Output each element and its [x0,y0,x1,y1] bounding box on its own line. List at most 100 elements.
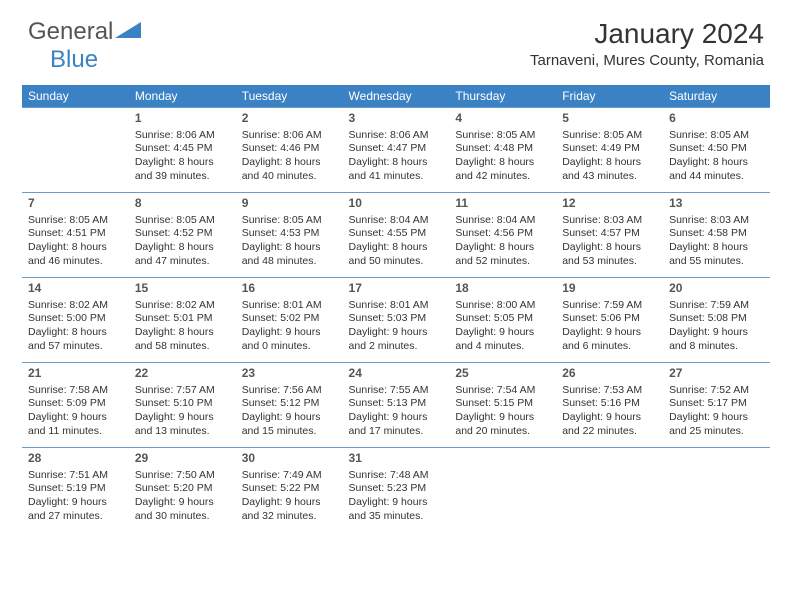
sunset-line: Sunset: 4:50 PM [669,142,764,156]
sunrise-line: Sunrise: 7:54 AM [455,384,550,398]
day-number: 10 [349,196,444,212]
day-number: 26 [562,366,657,382]
sunset-line: Sunset: 4:46 PM [242,142,337,156]
day-number: 1 [135,111,230,127]
sunrise-line: Sunrise: 7:58 AM [28,384,123,398]
day-cell: 31Sunrise: 7:48 AMSunset: 5:23 PMDayligh… [343,448,450,533]
daylight-line: Daylight: 8 hours and 52 minutes. [455,241,550,268]
day-cell: 22Sunrise: 7:57 AMSunset: 5:10 PMDayligh… [129,363,236,448]
daylight-line: Daylight: 9 hours and 13 minutes. [135,411,230,438]
sunset-line: Sunset: 4:45 PM [135,142,230,156]
sunrise-line: Sunrise: 7:59 AM [669,299,764,313]
day-number: 9 [242,196,337,212]
empty-cell [663,448,770,533]
sunrise-line: Sunrise: 7:51 AM [28,469,123,483]
logo-text-general: General [28,18,113,46]
sunset-line: Sunset: 4:55 PM [349,227,444,241]
day-number: 25 [455,366,550,382]
day-number: 3 [349,111,444,127]
sunrise-line: Sunrise: 8:05 AM [562,129,657,143]
calendar-body: 1Sunrise: 8:06 AMSunset: 4:45 PMDaylight… [22,108,770,533]
day-cell: 16 Sunrise: 8:01 AMSunset: 5:02 PMDayligh… [236,278,343,363]
sunrise-line: Sunrise: 8:05 AM [242,214,337,228]
day-cell: 23Sunrise: 7:56 AMSunset: 5:12 PMDayligh… [236,363,343,448]
daylight-line: Daylight: 8 hours and 53 minutes. [562,241,657,268]
day-cell: 14Sunrise: 8:02 AMSunset: 5:00 PMDayligh… [22,278,129,363]
day-number: 16 [242,281,337,297]
sunset-line: Sunset: 5:15 PM [455,397,550,411]
day-number: 12 [562,196,657,212]
daylight-line: Daylight: 9 hours and 17 minutes. [349,411,444,438]
sunrise-line: Sunrise: 7:55 AM [349,384,444,398]
sunset-line: Sunset: 4:51 PM [28,227,123,241]
daylight-line: Daylight: 8 hours and 40 minutes. [242,156,337,183]
daylight-line: Daylight: 8 hours and 46 minutes. [28,241,123,268]
sunrise-line: Sunrise: 8:03 AM [669,214,764,228]
daylight-line: Daylight: 8 hours and 39 minutes. [135,156,230,183]
day-cell: 24Sunrise: 7:55 AMSunset: 5:13 PMDayligh… [343,363,450,448]
daylight-line: Daylight: 9 hours and 35 minutes. [349,496,444,523]
sunset-line: Sunset: 4:57 PM [562,227,657,241]
sunset-line: Sunset: 4:56 PM [455,227,550,241]
sunrise-line: Sunrise: 7:52 AM [669,384,764,398]
sunrise-line: Sunrise: 8:06 AM [135,129,230,143]
logo-text-blue: Blue [50,46,98,73]
sunset-line: Sunset: 5:02 PM [242,312,337,326]
day-cell: 2Sunrise: 8:06 AMSunset: 4:46 PMDaylight… [236,108,343,193]
daylight-line: Daylight: 8 hours and 48 minutes. [242,241,337,268]
day-cell: 3Sunrise: 8:06 AMSunset: 4:47 PMDaylight… [343,108,450,193]
sunrise-line: Sunrise: 7:53 AM [562,384,657,398]
daylight-line: Daylight: 9 hours and 27 minutes. [28,496,123,523]
day-number: 14 [28,281,123,297]
sunrise-line: Sunrise: 8:00 AM [455,299,550,313]
day-number: 27 [669,366,764,382]
sunrise-line: Sunrise: 8:01 AM [349,299,444,313]
sunrise-line: Sunrise: 8:05 AM [455,129,550,143]
sunset-line: Sunset: 5:22 PM [242,482,337,496]
weekday-header: Monday [129,85,236,108]
sunrise-line: Sunrise: 7:56 AM [242,384,337,398]
weekday-header: Thursday [449,85,556,108]
weekday-header: Friday [556,85,663,108]
day-number: 11 [455,196,550,212]
logo-blue-text-row: Blue [50,46,98,74]
day-number: 15 [135,281,230,297]
sunrise-line: Sunrise: 8:05 AM [135,214,230,228]
daylight-line: Daylight: 9 hours and 32 minutes. [242,496,337,523]
sunrise-line: Sunrise: 8:04 AM [349,214,444,228]
calendar-row: 14 Sunrise: 8:02 AMSunset: 5:00 PM Dayligh… [22,278,770,363]
daylight-line: Daylight: 9 hours and 0 minutes. [242,326,337,353]
day-number: 7 [28,196,123,212]
sunrise-line: Sunrise: 8:05 AM [28,214,123,228]
day-number: 5 [562,111,657,127]
sunrise-line: Sunrise: 8:03 AM [562,214,657,228]
sunrise-line: Sunrise: 7:57 AM [135,384,230,398]
day-cell: 27Sunrise: 7:52 AMSunset: 5:17 PMDayligh… [663,363,770,448]
header: General January 2024 Tarnaveni, Mures Co… [0,0,792,77]
calendar-head: SundayMondayTuesdayWednesdayThursdayFrid… [22,85,770,108]
sunrise-line: Sunrise: 8:02 AM [28,299,123,313]
empty-cell [449,448,556,533]
day-number: 4 [455,111,550,127]
weekday-header: Saturday [663,85,770,108]
daylight-line: Daylight: 8 hours and 42 minutes. [455,156,550,183]
day-number: 8 [135,196,230,212]
weekday-header: Tuesday [236,85,343,108]
sunrise-line: Sunrise: 7:59 AM [562,299,657,313]
daylight-line: Daylight: 8 hours and 41 minutes. [349,156,444,183]
day-number: 6 [669,111,764,127]
sunrise-line: Sunrise: 8:01 AM [242,299,337,313]
day-cell: 25Sunrise: 7:54 AMSunset: 5:15 PMDayligh… [449,363,556,448]
day-cell: 11Sunrise: 8:04 AMSunset: 4:56 PMDayligh… [449,193,556,278]
sunrise-line: Sunrise: 7:49 AM [242,469,337,483]
sunset-line: Sunset: 4:53 PM [242,227,337,241]
sunset-line: Sunset: 5:20 PM [135,482,230,496]
daylight-line: Daylight: 9 hours and 6 minutes. [562,326,657,353]
sunset-line: Sunset: 5:13 PM [349,397,444,411]
sunset-line: Sunset: 5:00 PM [28,312,123,326]
sunrise-line: Sunrise: 8:05 AM [669,129,764,143]
day-number: 31 [349,451,444,467]
logo-triangle-icon [115,20,141,45]
day-number: 13 [669,196,764,212]
weekday-row: SundayMondayTuesdayWednesdayThursdayFrid… [22,85,770,108]
